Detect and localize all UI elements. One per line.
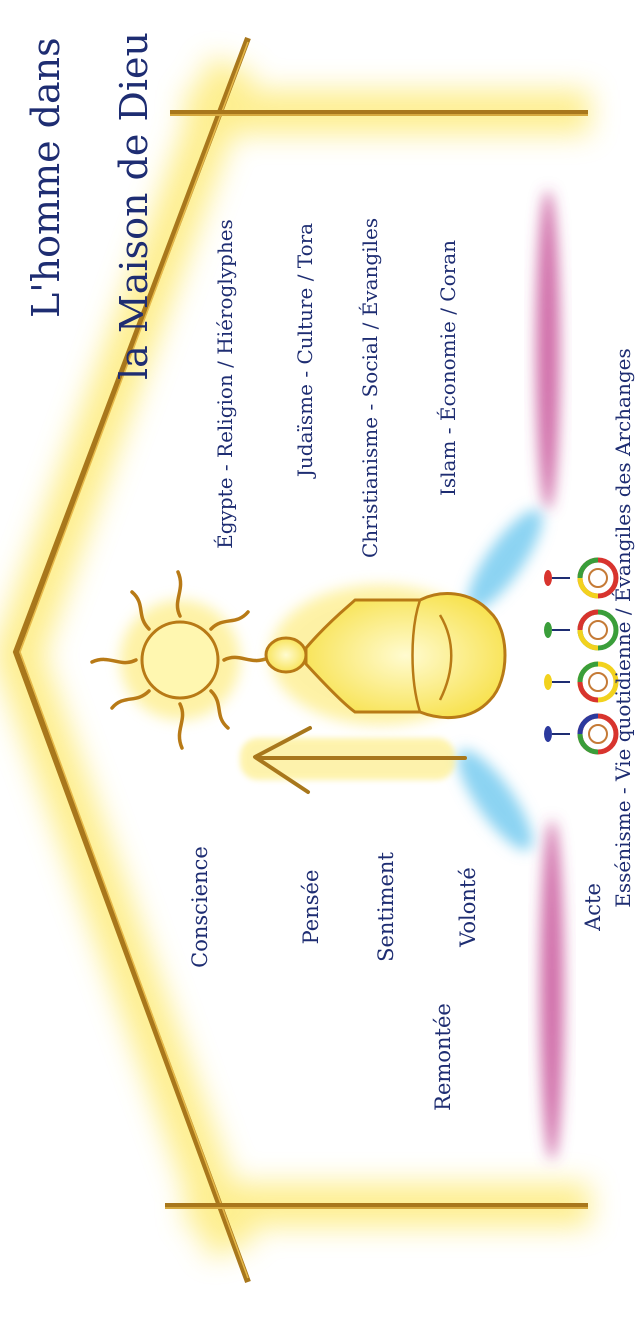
blue-glow-top	[467, 509, 543, 611]
color-droplets	[544, 570, 570, 742]
title-line-2: la Maison de Dieu	[112, 32, 156, 381]
rising-arrow-icon	[240, 726, 467, 794]
top-wall	[170, 110, 588, 116]
magenta-band-bottom	[540, 820, 564, 1160]
red-droplet-icon	[544, 570, 570, 586]
tradition-egypte: Égypte - Religion / Hiéroglyphes	[213, 219, 237, 549]
emblem-blue-icon	[577, 713, 619, 755]
emblem-icons	[577, 557, 619, 755]
sun-icon	[90, 570, 270, 750]
label-volonte: Volonté	[456, 867, 480, 947]
blue-droplet-icon	[544, 726, 570, 742]
label-conscience: Conscience	[188, 846, 212, 968]
blue-glow-bottom	[457, 749, 533, 851]
emblem-green-icon	[577, 609, 619, 651]
label-sentiment: Sentiment	[374, 852, 398, 962]
green-droplet-icon	[544, 622, 570, 638]
tradition-judaisme: Judaïsme - Culture / Tora	[293, 222, 317, 478]
emblem-yellow-icon	[577, 661, 619, 703]
label-remontee: Remontée	[431, 1003, 455, 1111]
roof	[12, 36, 251, 1284]
label-acte: Acte	[581, 883, 605, 931]
tradition-essenisme: Essénisme - Vie quotidienne / Évangiles …	[611, 348, 635, 908]
emblem-red-icon	[577, 557, 619, 599]
bottom-wall	[165, 1203, 588, 1209]
meditating-figure-icon	[264, 585, 507, 725]
tradition-christianisme: Christianisme - Social / Évangiles	[358, 217, 382, 558]
yellow-droplet-icon	[544, 674, 570, 690]
magenta-band-top	[536, 190, 560, 510]
tradition-islam: Islam - Économie / Coran	[436, 239, 460, 497]
label-pensee: Pensée	[299, 869, 323, 945]
title-line-1: L'homme dans	[24, 37, 68, 318]
